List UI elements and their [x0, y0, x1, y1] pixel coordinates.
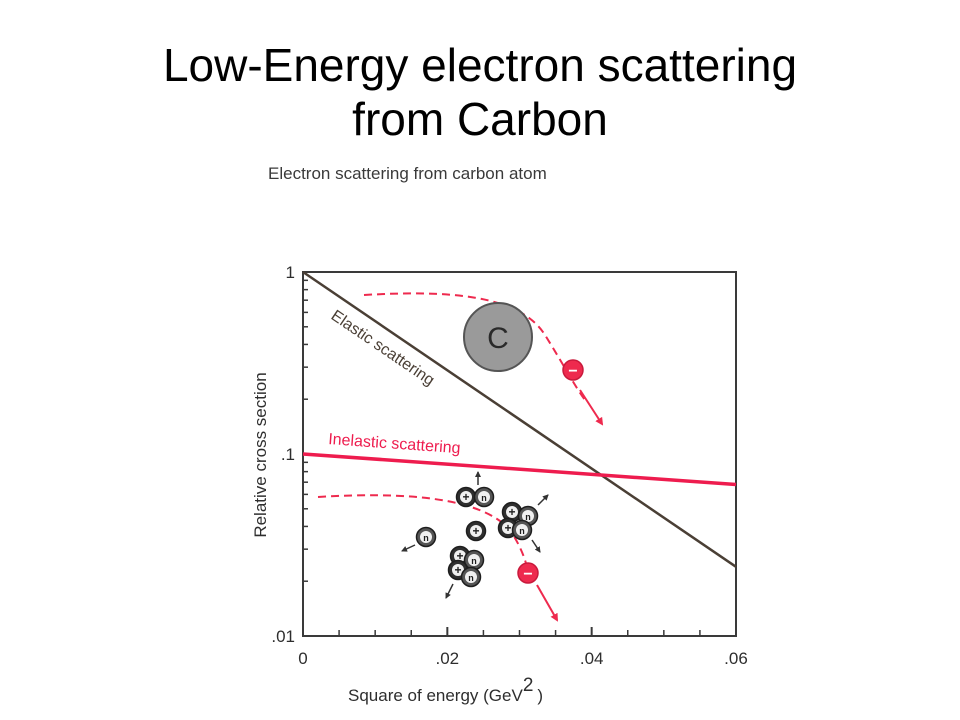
inelastic-illustration: − + n + n + n + n + n + n [317, 471, 558, 622]
elastic-electron [562, 359, 584, 381]
particle-core [465, 571, 477, 583]
neutron-symbol: n [423, 533, 429, 543]
neutron-symbol: n [525, 512, 531, 522]
x-axis-label: Square of energy (GeV2) [348, 675, 543, 705]
neutron-symbol: n [519, 526, 525, 536]
inelastic-electron-arrow [536, 584, 558, 622]
elastic-electron-symbol: − [568, 363, 577, 380]
fragment-arrow [401, 544, 416, 552]
y-axis-label: Relative cross section [251, 372, 270, 537]
chart-title: Electron scattering from carbon atom [268, 164, 547, 183]
x-axis-label-close: ) [537, 686, 543, 705]
inelastic-electron-path [317, 494, 529, 573]
x-tick-label: 0 [298, 649, 307, 668]
x-tick-label: .06 [724, 649, 748, 668]
proton-symbol: + [456, 549, 463, 563]
proton-symbol: + [462, 490, 469, 504]
inelastic-electron-symbol: − [523, 566, 532, 583]
particle-core [468, 554, 480, 566]
slide-title: Low-Energy electron scattering from Carb… [0, 38, 960, 146]
slide-title-line-2: from Carbon [352, 93, 608, 145]
particle-core [452, 564, 464, 576]
x-axis-label-superscript: 2 [523, 675, 534, 696]
slide-title-line-1: Low-Energy electron scattering [162, 39, 798, 91]
elastic-electron-arrow [579, 389, 604, 426]
elastic-electron-path [363, 292, 586, 401]
x-axis-label-text: Square of energy (GeV [348, 686, 523, 705]
fragment-arrow [537, 494, 549, 506]
particle-core [516, 524, 528, 536]
series-label: Inelastic scattering [328, 431, 461, 457]
proton-symbol: + [472, 524, 479, 538]
neutron-symbol: n [481, 493, 487, 503]
particle-core [460, 491, 472, 503]
inelastic-electron [517, 562, 539, 584]
proton-symbol: + [454, 563, 461, 577]
fragment-arrow [531, 539, 541, 553]
x-axis: 0 .02 .04 .06 [298, 627, 748, 668]
x-tick-label: .04 [580, 649, 604, 668]
particle-core [506, 506, 518, 518]
particle-core [470, 525, 482, 537]
carbon-nucleus [463, 302, 533, 372]
fragment-arrow [445, 583, 454, 599]
y-tick-label: .1 [281, 445, 295, 464]
series-line [302, 270, 737, 568]
particle-core [502, 522, 514, 534]
y-tick-label: 1 [286, 263, 295, 282]
particle-core [420, 531, 432, 543]
neutron-symbol: n [471, 556, 477, 566]
series-label: Elastic scattering [328, 307, 438, 389]
x-tick-label: .02 [436, 649, 460, 668]
nucleon-fragments: + n + n + n + n + n + n [401, 471, 549, 599]
y-tick-label: .01 [271, 627, 295, 646]
carbon-nucleus-label: C [487, 322, 509, 355]
proton-symbol: + [508, 505, 515, 519]
proton-symbol: + [504, 521, 511, 535]
particle-core [478, 491, 490, 503]
neutron-symbol: n [468, 573, 474, 583]
series-line [302, 452, 737, 487]
particle-core [522, 510, 534, 522]
elastic-illustration: C − [363, 292, 604, 426]
y-axis: 1 .1 .01 [271, 263, 311, 646]
particle-core [454, 550, 466, 562]
